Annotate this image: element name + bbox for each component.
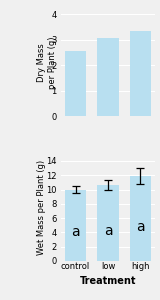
Text: a: a: [104, 224, 112, 238]
Bar: [97, 185, 119, 261]
Y-axis label: Dry Mass
per Plant (g): Dry Mass per Plant (g): [37, 36, 57, 89]
Text: a: a: [71, 225, 80, 239]
Text: a: a: [136, 220, 145, 234]
Bar: [130, 176, 151, 261]
Bar: [65, 190, 86, 261]
Bar: [97, 38, 119, 116]
Bar: [65, 51, 86, 116]
Y-axis label: Wet Mass per Plant (g): Wet Mass per Plant (g): [37, 160, 46, 255]
X-axis label: Treatment: Treatment: [80, 276, 136, 286]
Bar: [130, 31, 151, 116]
